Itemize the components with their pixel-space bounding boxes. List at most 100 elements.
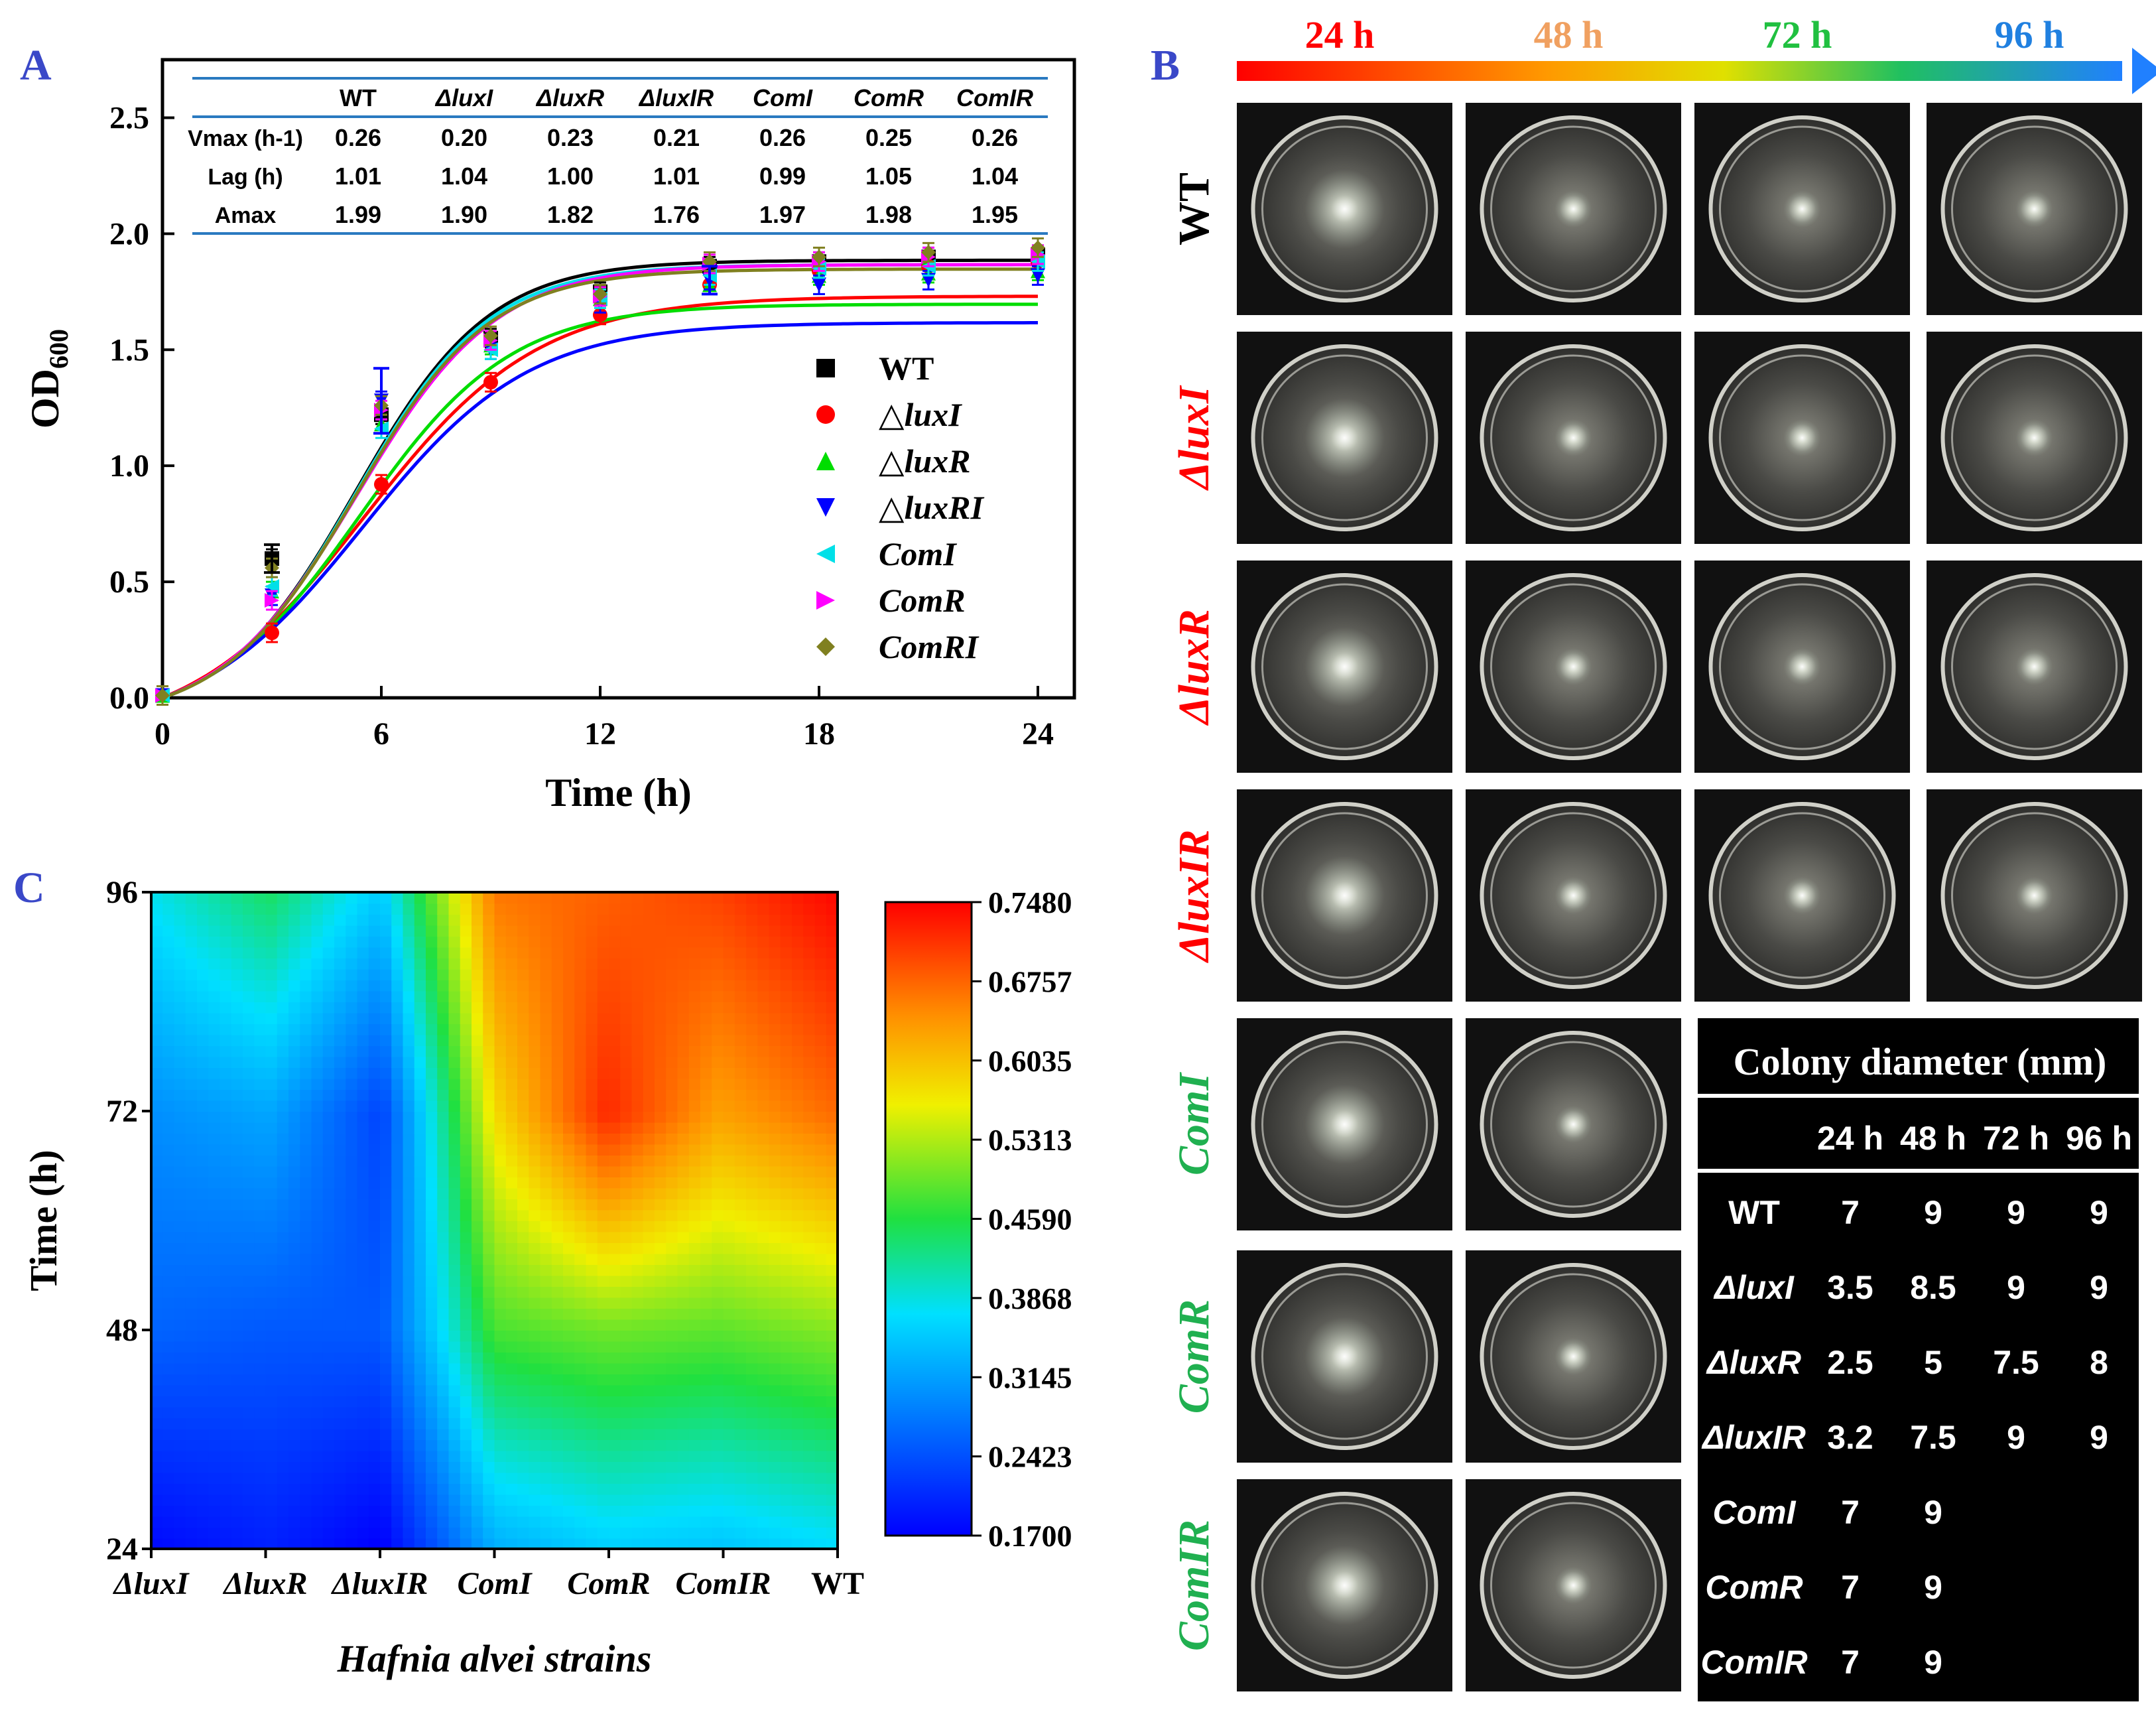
heat-cell: [151, 1396, 164, 1408]
heat-cell: [505, 1242, 518, 1254]
heat-cell: [769, 1406, 781, 1418]
heat-cell: [391, 1308, 404, 1320]
heat-cell: [712, 1264, 724, 1276]
heat-cell: [368, 1056, 381, 1068]
heat-cell: [243, 1330, 255, 1342]
heat-cell: [368, 1286, 381, 1298]
heat-cell: [723, 1286, 735, 1298]
heat-cell: [792, 1067, 804, 1079]
heat-cell: [334, 892, 347, 904]
heat-cell: [631, 1002, 644, 1014]
heat-cell: [448, 1144, 461, 1156]
heat-cell: [734, 1209, 747, 1221]
heat-cell: [803, 1516, 816, 1528]
heat-cell: [414, 1045, 426, 1057]
heat-cell: [826, 1221, 838, 1232]
heat-cell: [529, 1275, 541, 1287]
heat-cell: [563, 1067, 576, 1079]
heat-cell: [185, 968, 198, 980]
heat-cell: [334, 1177, 347, 1189]
heat-cell: [243, 1439, 255, 1451]
heat-cell: [540, 1056, 552, 1068]
heat-cell: [757, 968, 770, 980]
heat-cell: [300, 1505, 312, 1517]
legend-marker-0: [816, 359, 835, 377]
heat-cell: [300, 1362, 312, 1374]
heat-cell: [746, 1122, 759, 1134]
heat-cell: [162, 1450, 175, 1462]
heat-cell: [437, 892, 450, 904]
heat-cell: [380, 1286, 393, 1298]
heat-cell: [529, 925, 541, 937]
heat-cell: [472, 1253, 484, 1265]
heat-cell: [712, 1078, 724, 1090]
heat-cell: [265, 1002, 278, 1014]
heat-cell: [197, 1297, 210, 1309]
petri-dish-photo: [1694, 103, 1910, 315]
heat-cell: [757, 1122, 770, 1134]
heat-cell: [574, 1078, 587, 1090]
heat-cell: [162, 1242, 175, 1254]
heat-cell: [311, 925, 324, 937]
heat-cell: [540, 1308, 552, 1320]
heat-cell: [814, 1100, 827, 1112]
heat-cell: [277, 1231, 289, 1243]
heat-cell: [265, 1384, 278, 1396]
heat-cell: [734, 1396, 747, 1408]
heat-cell: [540, 914, 552, 926]
heat-cell: [322, 1078, 335, 1090]
heat-cell: [277, 1165, 289, 1177]
heat-cell: [334, 1012, 347, 1024]
heat-cell: [792, 1297, 804, 1309]
heat-cell: [391, 1516, 404, 1528]
heat-cell: [826, 1505, 838, 1517]
colony-cell: 7.5: [1910, 1419, 1956, 1456]
heat-cell: [197, 1352, 210, 1364]
heat-cell: [826, 1067, 838, 1079]
heat-cell: [448, 1231, 461, 1243]
heat-cell: [688, 968, 701, 980]
heat-cell: [529, 1089, 541, 1101]
heat-cell: [300, 1078, 312, 1090]
heat-cell: [631, 1330, 644, 1342]
heat-cell: [803, 1352, 816, 1364]
heat-cell: [803, 1330, 816, 1342]
heat-cell: [403, 1111, 415, 1123]
heat-cell: [162, 1461, 175, 1473]
heat-cell: [426, 903, 438, 915]
heat-cell: [826, 1155, 838, 1167]
heat-cell: [334, 1308, 347, 1320]
heat-cell: [780, 1362, 793, 1374]
heat-cell: [334, 1264, 347, 1276]
heat-cell: [688, 1275, 701, 1287]
heat-cell: [655, 1253, 667, 1265]
heat-cell: [586, 1100, 598, 1112]
heat-cell: [620, 1221, 633, 1232]
heat-cell: [460, 1221, 472, 1232]
heat-cell: [780, 1155, 793, 1167]
heat-cell: [551, 1002, 564, 1014]
dish-rim: [1951, 125, 2118, 293]
heat-cell: [300, 1538, 312, 1549]
heat-cell: [197, 936, 210, 948]
heat-cell: [174, 936, 186, 948]
heat-cell: [220, 936, 232, 948]
heat-cell: [288, 1089, 301, 1101]
heat-cell: [494, 1406, 507, 1418]
heat-cell: [688, 1002, 701, 1014]
heat-cell: [586, 1428, 598, 1440]
heat-cell: [346, 1374, 358, 1386]
heat-cell: [334, 1002, 347, 1014]
heat-cell: [551, 914, 564, 926]
heat-cell: [151, 1538, 164, 1549]
heat-cell: [688, 1199, 701, 1211]
heat-cell: [174, 1297, 186, 1309]
heat-cell: [712, 1144, 724, 1156]
heat-cell: [677, 1056, 690, 1068]
heat-cell: [208, 1144, 221, 1156]
heat-cell: [243, 1100, 255, 1112]
heat-cell: [700, 1308, 713, 1320]
heat-cell: [197, 1450, 210, 1462]
heat-cell: [300, 1341, 312, 1353]
heat-cell: [494, 1384, 507, 1396]
